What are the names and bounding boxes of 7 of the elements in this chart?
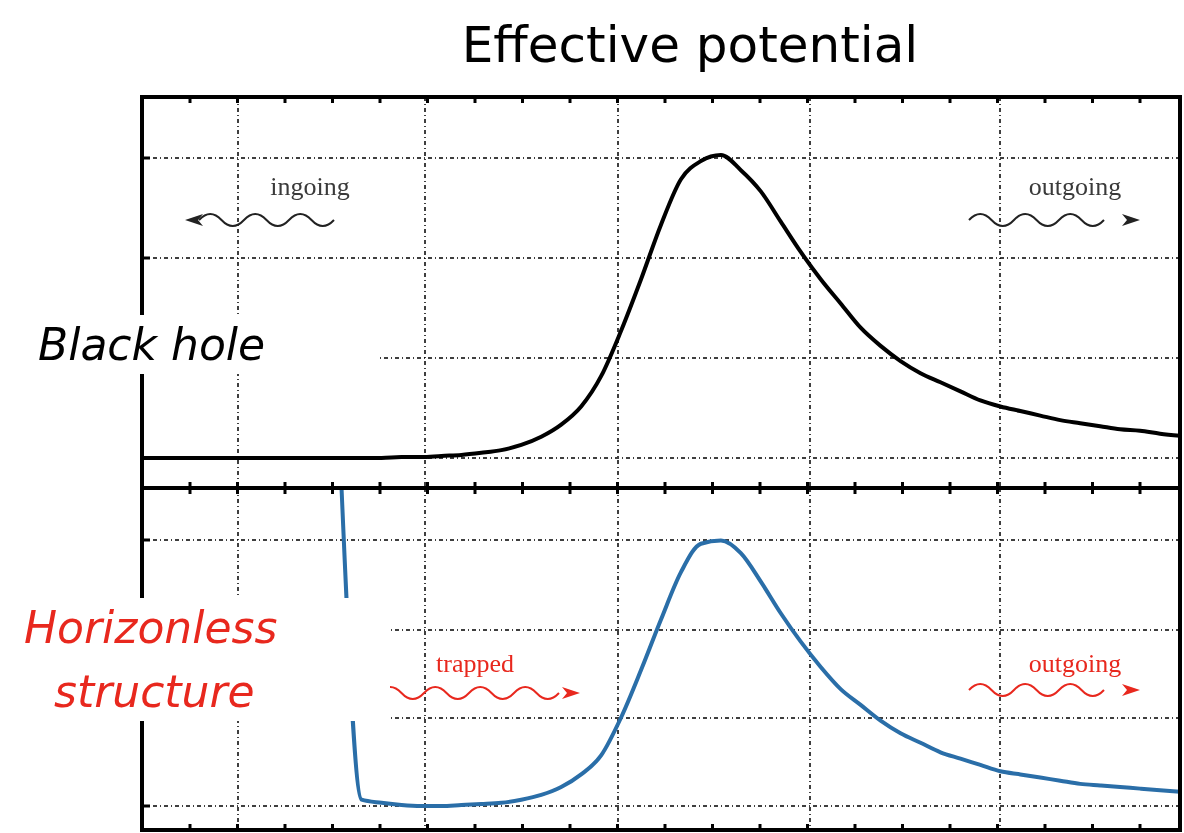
- annotation: outgoing: [1028, 172, 1122, 201]
- annotation: Black hole: [38, 319, 266, 370]
- annotation: Horizonless structure: [24, 602, 278, 717]
- annotation: trapped: [436, 649, 514, 678]
- annotation: outgoing: [1028, 649, 1122, 678]
- annotation: ingoing: [270, 172, 350, 201]
- chart-title: Effective potential: [461, 16, 919, 74]
